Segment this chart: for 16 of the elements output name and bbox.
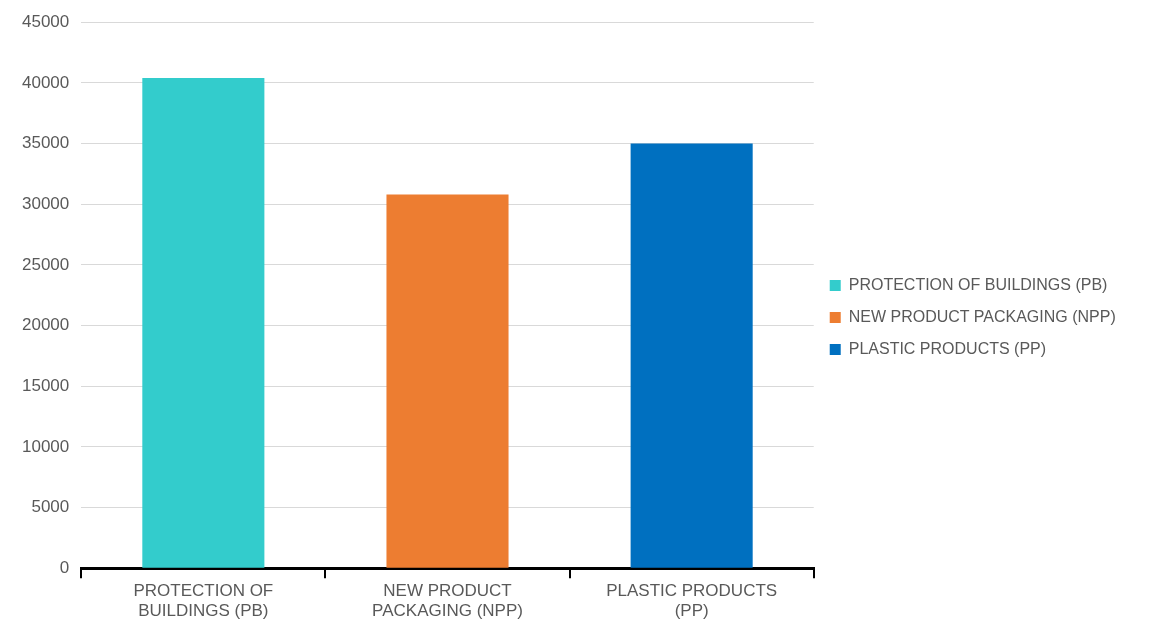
legend-label: PLASTIC PRODUCTS (PP) xyxy=(848,339,1047,357)
x-tick-label: NEW PRODUCT PACKAGING (NPP) xyxy=(372,581,523,621)
y-tick-label: 20000 xyxy=(21,315,70,335)
y-tick-label: 35000 xyxy=(21,133,70,153)
y-tick-label: 40000 xyxy=(21,72,70,92)
x-tick-label: PROTECTION OF BUILDINGS (PB) xyxy=(133,581,274,621)
legend-label: PROTECTION OF BUILDINGS (PB) xyxy=(848,275,1108,293)
y-tick-label: 25000 xyxy=(21,254,70,274)
y-tick-label: 5000 xyxy=(31,497,70,517)
y-tick-label: 30000 xyxy=(21,193,70,213)
y-tick-label: 45000 xyxy=(21,11,70,31)
legend-label: NEW PRODUCT PACKAGING (NPP) xyxy=(848,307,1116,325)
y-tick-label: 0 xyxy=(59,557,70,577)
y-tick-label: 15000 xyxy=(21,375,70,395)
x-tick-label: PLASTIC PRODUCTS (PP) xyxy=(606,581,778,621)
y-tick-label: 10000 xyxy=(21,436,70,456)
